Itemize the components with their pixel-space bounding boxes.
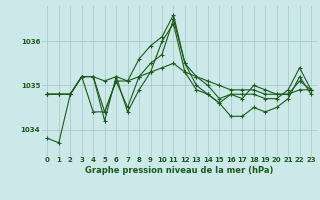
X-axis label: Graphe pression niveau de la mer (hPa): Graphe pression niveau de la mer (hPa) (85, 166, 273, 175)
